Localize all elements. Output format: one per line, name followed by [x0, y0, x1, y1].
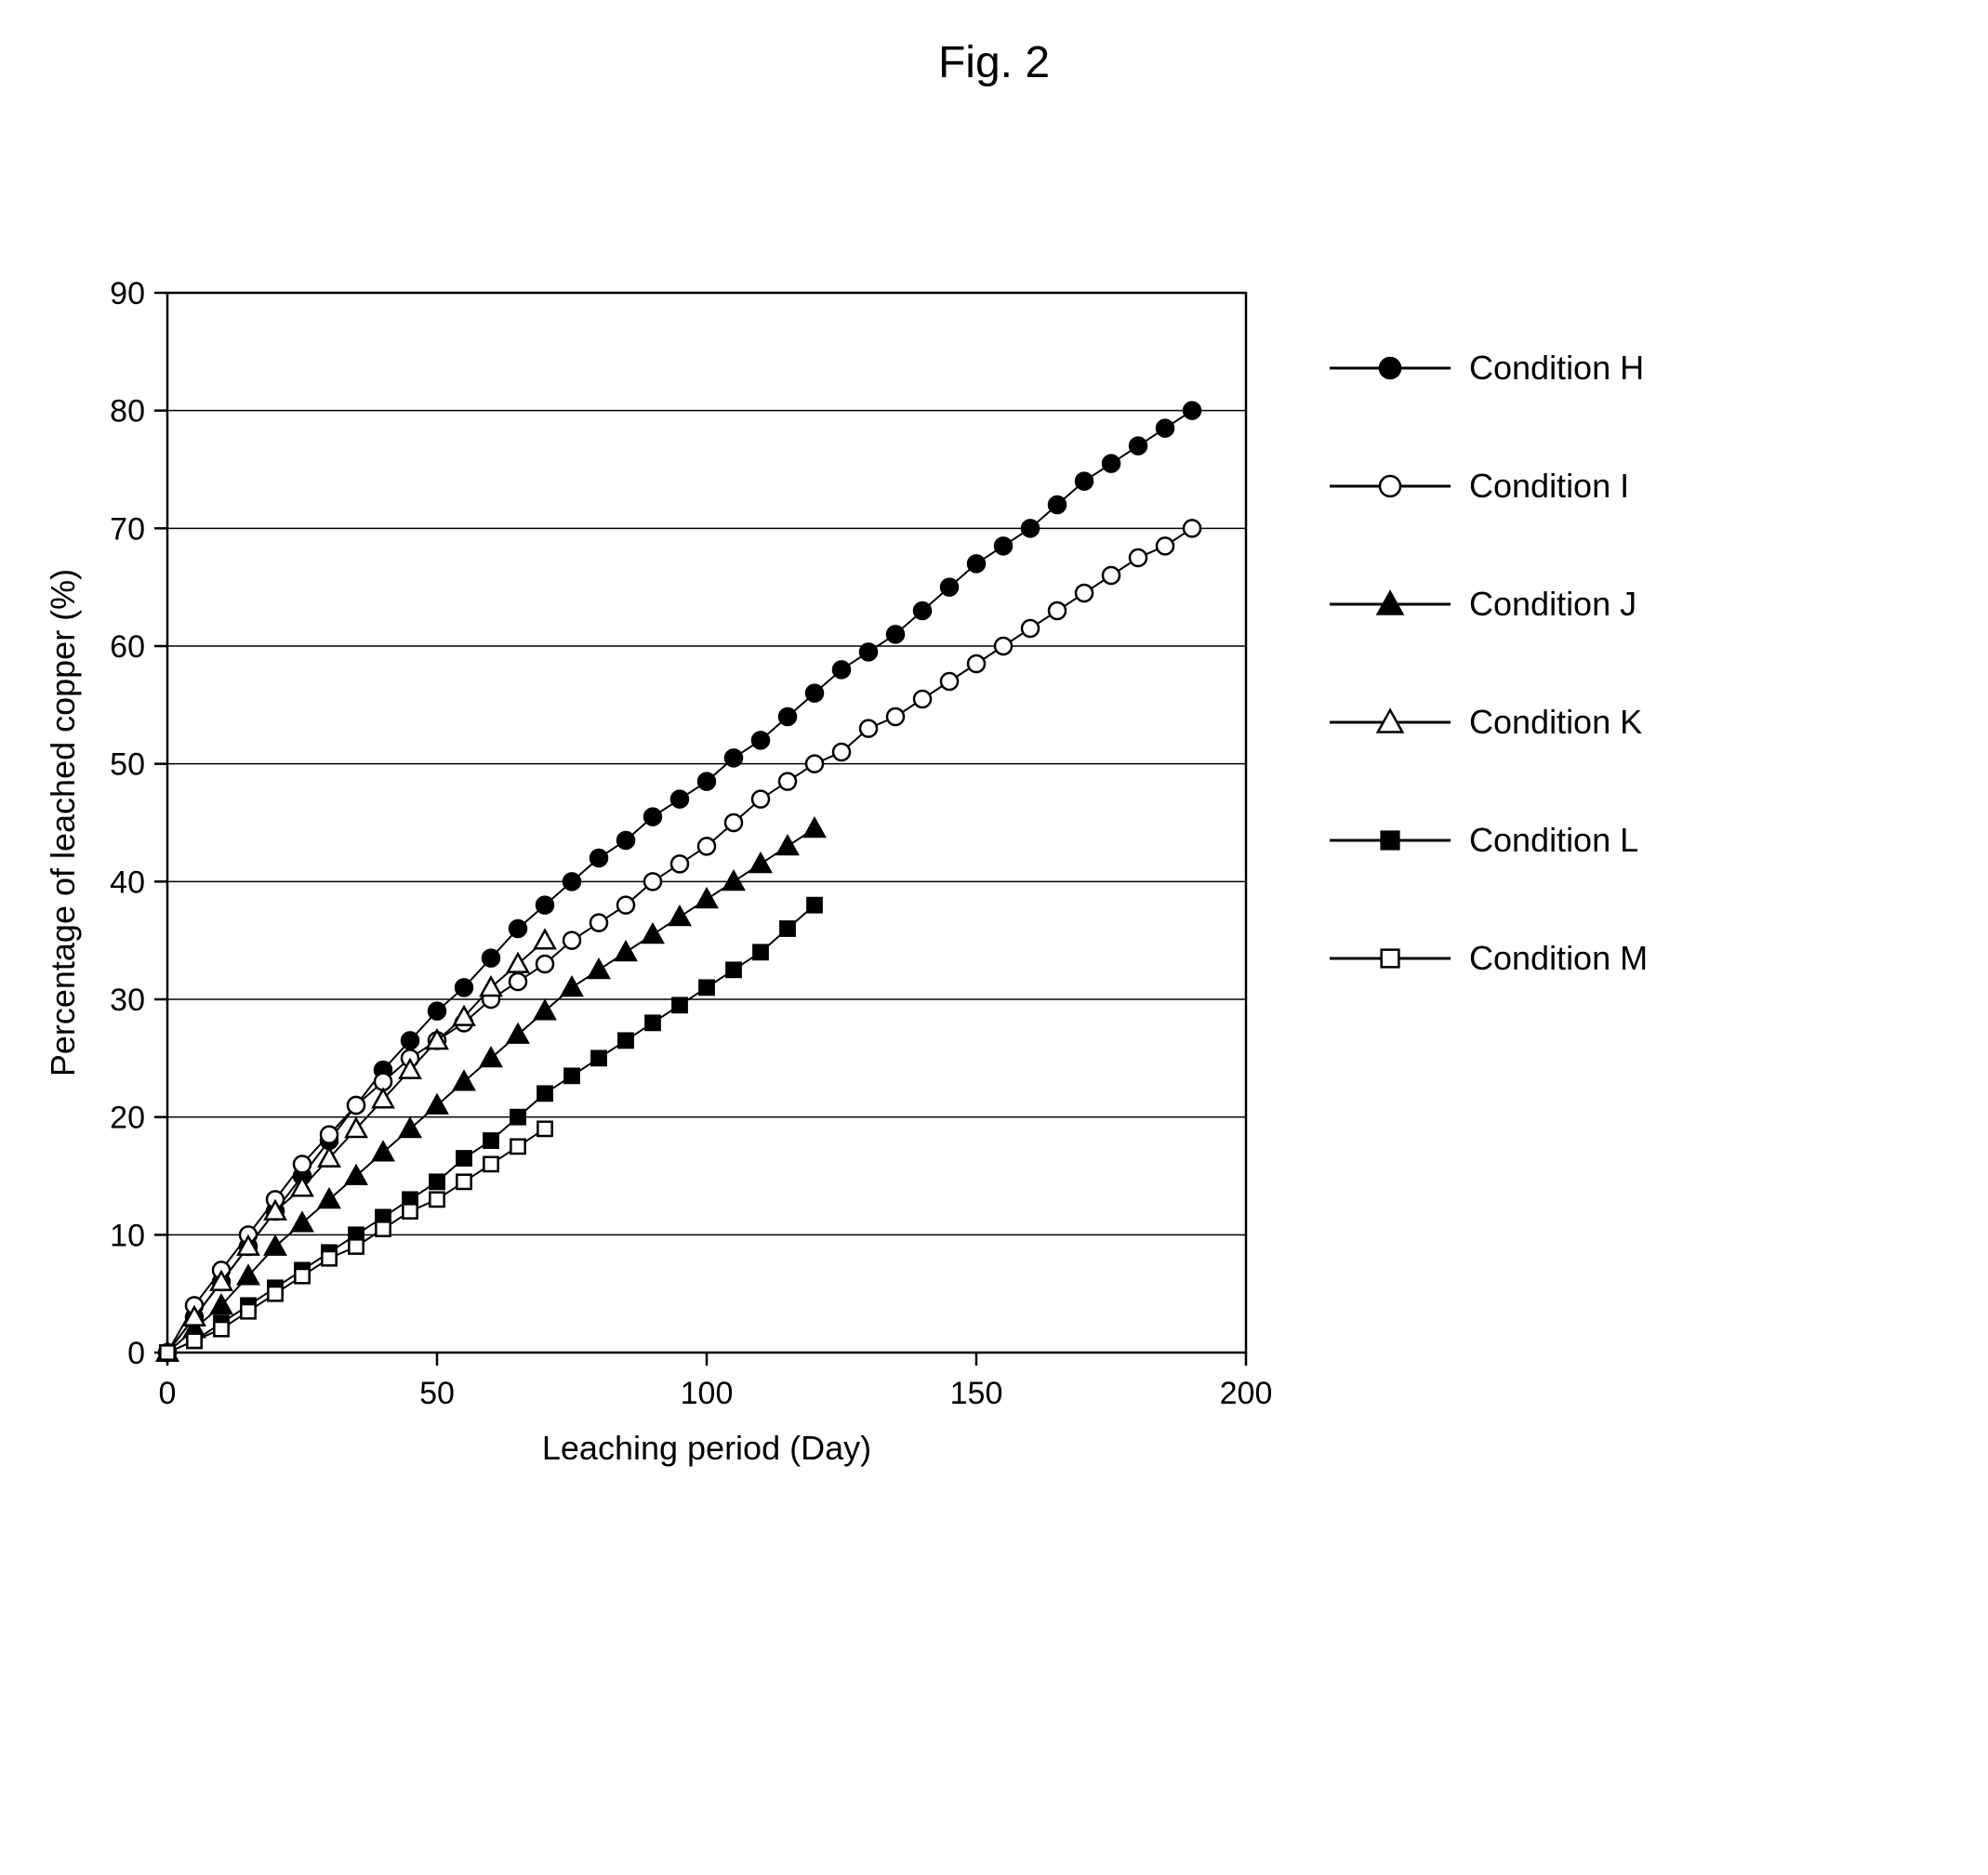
legend-swatch [1330, 822, 1451, 859]
x-tick-label: 200 [1220, 1376, 1273, 1411]
x-tick-label: 50 [419, 1376, 455, 1411]
y-tick-label: 40 [110, 865, 145, 900]
legend-label: Condition M [1469, 939, 1648, 978]
chart-plot-area: 0 50 100 150 200 0 10 20 30 40 50 60 70 80 90 Leaching … [37, 274, 1274, 1483]
legend-label: Condition H [1469, 349, 1644, 388]
figure-container: Fig. 2 0 50 100 150 200 0 10 20 30 40 50 60 70 80 90 Le… [37, 37, 1951, 1483]
x-tick-label: 150 [950, 1376, 1003, 1411]
y-tick-label: 10 [110, 1218, 145, 1253]
legend-item: Condition H [1330, 349, 1648, 388]
legend-label: Condition I [1469, 467, 1629, 506]
legend-item: Condition K [1330, 703, 1648, 742]
y-tick-label: 0 [127, 1336, 145, 1371]
x-tick-label: 0 [159, 1376, 177, 1411]
y-tick-label: 60 [110, 629, 145, 665]
y-tick-label: 90 [110, 276, 145, 311]
legend-swatch [1330, 350, 1451, 387]
series-line [167, 528, 1192, 1353]
legend-label: Condition J [1469, 585, 1637, 624]
legend-item: Condition I [1330, 467, 1648, 506]
y-tick-label: 70 [110, 511, 145, 547]
y-tick-label: 80 [110, 394, 145, 429]
legend-label: Condition K [1469, 703, 1642, 742]
figure-title: Fig. 2 [37, 37, 1951, 88]
legend: Condition H Condition I Condition J Cond… [1330, 349, 1648, 1057]
legend-item: Condition J [1330, 585, 1648, 624]
legend-swatch [1330, 940, 1451, 977]
chart-row: 0 50 100 150 200 0 10 20 30 40 50 60 70 80 90 Leaching … [37, 274, 1951, 1483]
y-axis-label: Percentage of leached copper (%) [44, 569, 82, 1076]
legend-swatch [1330, 586, 1451, 623]
legend-item: Condition L [1330, 821, 1648, 860]
x-axis-label: Leaching period (Day) [542, 1429, 871, 1467]
y-tick-label: 50 [110, 747, 145, 783]
x-tick-label: 100 [681, 1376, 734, 1411]
legend-label: Condition L [1469, 821, 1638, 860]
y-tick-label: 30 [110, 983, 145, 1018]
legend-swatch [1330, 468, 1451, 505]
legend-item: Condition M [1330, 939, 1648, 978]
series-line [167, 905, 815, 1353]
y-tick-label: 20 [110, 1101, 145, 1136]
legend-swatch [1330, 704, 1451, 741]
